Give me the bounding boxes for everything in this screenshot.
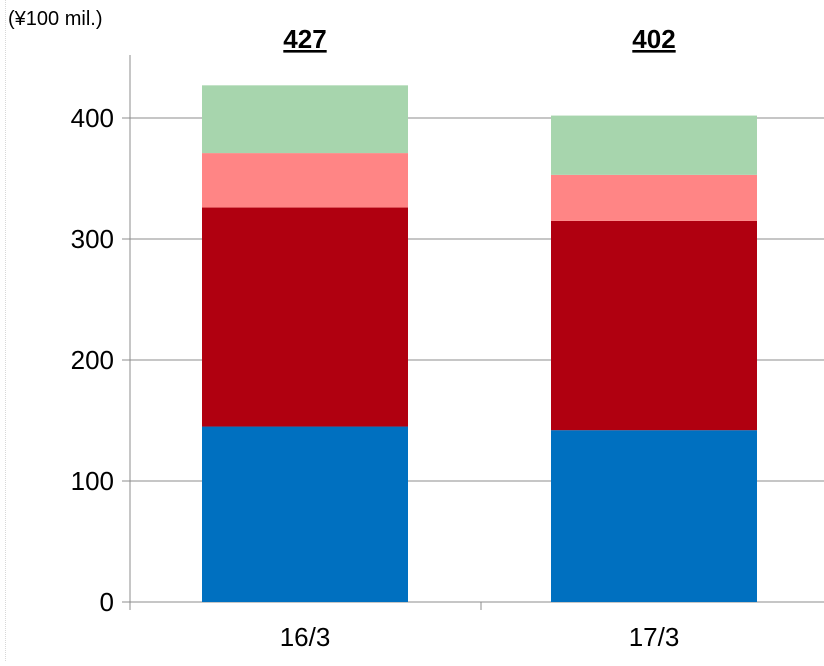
bar-segment-17-3-s1: [551, 220, 757, 431]
unit-label: (¥100 mil.): [8, 8, 103, 30]
y-tick-label: 400: [71, 103, 114, 133]
bar-segment-16-3-s2: [202, 153, 408, 208]
bar-segment-16-3-s3: [202, 85, 408, 154]
y-tick-label: 100: [71, 466, 114, 496]
bar-segment-17-3-s3: [551, 115, 757, 175]
y-tick-label: 300: [71, 224, 114, 254]
bar-segment-17-3-s0: [551, 430, 757, 602]
y-tick-label: 200: [71, 345, 114, 375]
x-category-label: 16/3: [280, 622, 331, 652]
labels: 0 100 200 300 400 16/3 427 17/3 402: [71, 24, 680, 652]
bar-segment-17-3-s2: [551, 174, 757, 221]
bar-segment-16-3-s1: [202, 207, 408, 427]
x-category-label: 17/3: [629, 622, 680, 652]
bars: [202, 85, 757, 602]
left-border-decoration: [0, 0, 6, 661]
y-tick-label: 0: [100, 587, 114, 617]
total-label: 402: [632, 24, 675, 54]
total-label: 427: [283, 24, 326, 54]
bar-segment-16-3-s0: [202, 426, 408, 602]
